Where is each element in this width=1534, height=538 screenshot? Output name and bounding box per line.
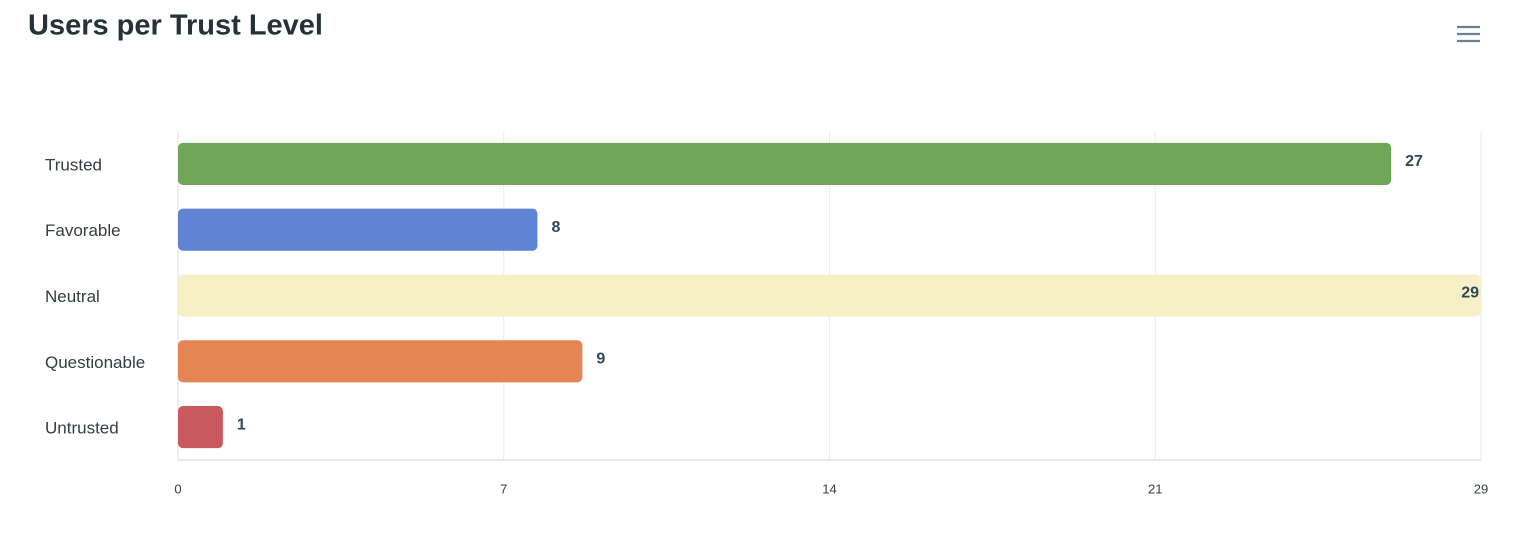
value-label: 29	[1461, 285, 1479, 302]
bar	[178, 406, 223, 449]
value-label: 8	[551, 219, 560, 236]
x-tick-label: 21	[1148, 481, 1162, 496]
y-tick-label: Questionable	[45, 353, 145, 372]
chart-title: Users per Trust Level	[28, 10, 323, 42]
value-label: 27	[1405, 153, 1423, 170]
bar	[178, 274, 1481, 317]
y-tick-label: Trusted	[45, 155, 102, 174]
x-tick-label: 14	[822, 481, 836, 496]
x-tick-label: 29	[1474, 481, 1488, 496]
value-label: 9	[596, 351, 605, 368]
x-tick-label: 7	[500, 481, 507, 496]
value-label: 1	[237, 416, 246, 433]
bar	[178, 208, 538, 251]
y-tick-label: Favorable	[45, 221, 121, 240]
bar	[178, 340, 583, 383]
bar	[178, 142, 1392, 185]
y-tick-label: Untrusted	[45, 419, 119, 438]
menu-button[interactable]	[1452, 20, 1484, 48]
y-tick-label: Neutral	[45, 287, 100, 306]
x-tick-label: 0	[174, 481, 181, 496]
